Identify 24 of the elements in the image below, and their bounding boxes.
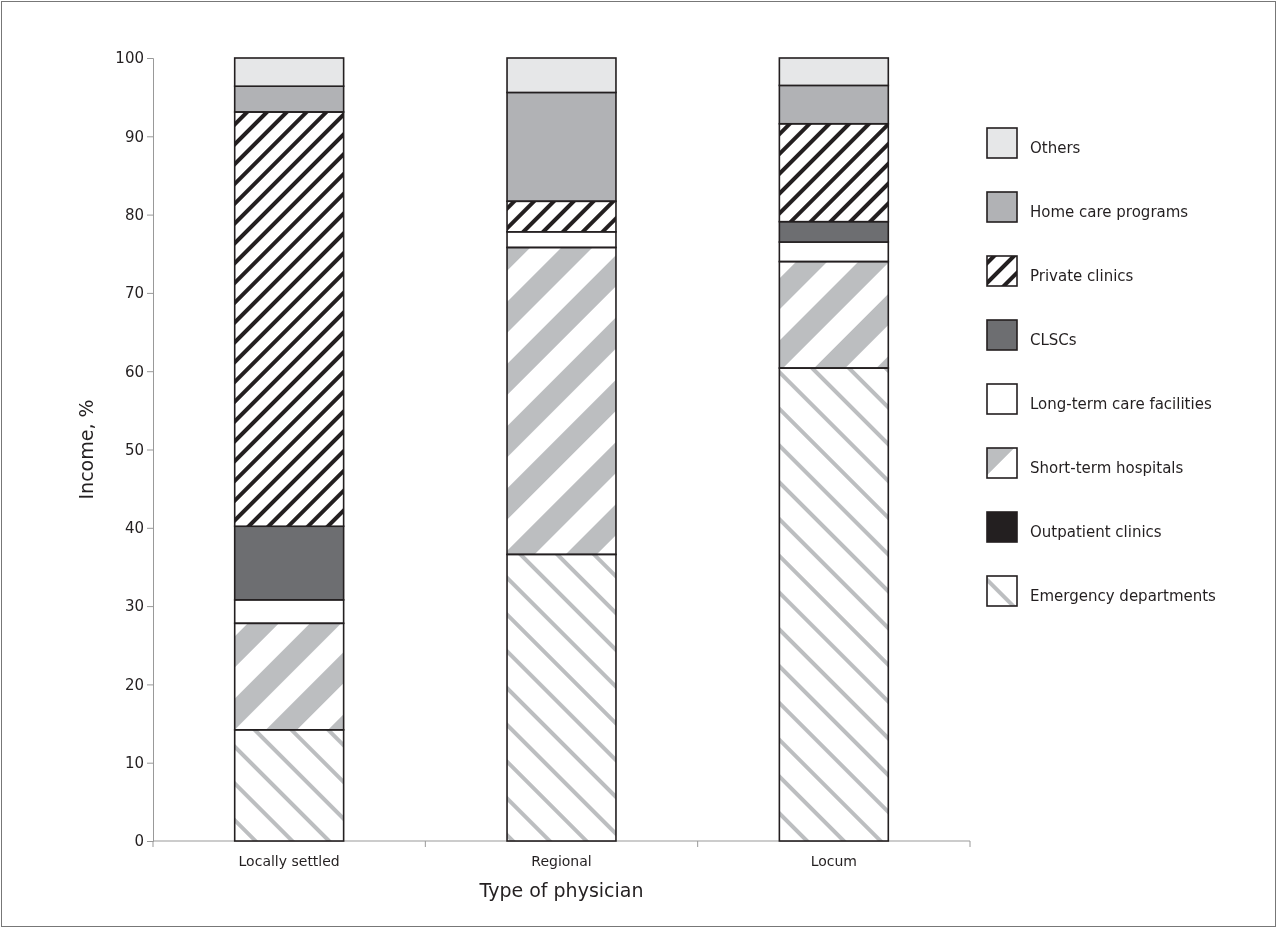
legend-label: Long-term care facilities bbox=[1030, 395, 1212, 413]
y-tick-label: 40 bbox=[124, 519, 144, 538]
x-tick-label: Locum bbox=[810, 853, 857, 869]
y-tick-label: 100 bbox=[115, 49, 144, 68]
y-tick-label: 20 bbox=[124, 675, 144, 694]
y-tick-label: 50 bbox=[124, 440, 144, 459]
legend-label: Home care programs bbox=[1030, 203, 1189, 221]
y-tick-label: 70 bbox=[124, 284, 144, 303]
legend-label: Others bbox=[1030, 139, 1081, 157]
y-tick-label: 60 bbox=[124, 362, 144, 381]
y-tick-label: 30 bbox=[124, 597, 144, 616]
legend-label: Short-term hospitals bbox=[1030, 459, 1184, 477]
y-axis-title: Income, % bbox=[75, 399, 97, 500]
y-tick-label: 10 bbox=[124, 754, 144, 772]
x-axis-title: Type of physician bbox=[478, 879, 644, 901]
legend-label: Outpatient clinics bbox=[1030, 523, 1162, 541]
x-tick-label: Locally settled bbox=[238, 853, 340, 869]
legend-label: Emergency departments bbox=[1030, 587, 1217, 605]
y-tick-label: 90 bbox=[124, 127, 144, 146]
x-tick-label: Regional bbox=[531, 853, 592, 869]
y-tick-label: 80 bbox=[124, 205, 144, 224]
legend-label: Private clinics bbox=[1030, 267, 1134, 285]
y-tick-label: 0 bbox=[134, 832, 144, 851]
legend-label: CLSCs bbox=[1030, 331, 1077, 349]
